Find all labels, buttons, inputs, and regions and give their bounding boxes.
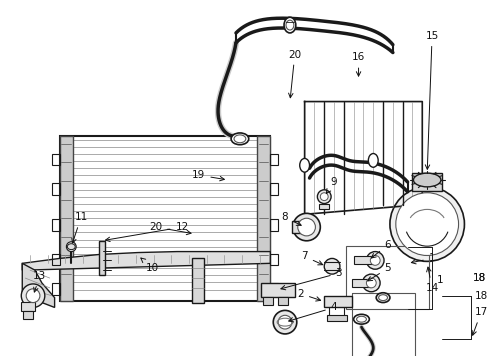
Ellipse shape <box>378 295 386 301</box>
Text: 13: 13 <box>33 271 46 292</box>
Bar <box>326 315 346 321</box>
Polygon shape <box>22 263 55 307</box>
Text: 3: 3 <box>280 268 342 290</box>
Circle shape <box>395 193 458 256</box>
Bar <box>52 283 60 295</box>
Text: 19: 19 <box>192 170 224 181</box>
Text: 1: 1 <box>410 253 434 264</box>
Bar <box>52 253 60 265</box>
Circle shape <box>317 190 330 203</box>
Bar <box>263 297 273 305</box>
Bar <box>99 241 104 275</box>
Bar <box>351 279 370 287</box>
Circle shape <box>320 193 327 201</box>
Bar <box>319 203 328 210</box>
Text: 18: 18 <box>471 273 485 283</box>
Circle shape <box>66 242 76 252</box>
Text: 6: 6 <box>370 240 390 258</box>
Text: 15: 15 <box>425 31 438 169</box>
Circle shape <box>297 218 315 236</box>
Text: 18: 18 <box>471 273 485 283</box>
Bar <box>256 136 270 301</box>
Ellipse shape <box>285 20 293 30</box>
Text: 18: 18 <box>474 291 488 301</box>
Circle shape <box>324 258 339 274</box>
Bar <box>412 173 441 191</box>
Bar <box>23 311 33 319</box>
Polygon shape <box>304 102 422 214</box>
Ellipse shape <box>67 244 75 249</box>
Text: 11: 11 <box>72 212 87 243</box>
Bar <box>60 136 73 301</box>
Bar <box>52 219 60 231</box>
Circle shape <box>366 252 383 269</box>
Ellipse shape <box>234 135 245 143</box>
Polygon shape <box>22 252 270 270</box>
Bar <box>60 136 270 301</box>
Circle shape <box>366 278 375 288</box>
Bar <box>270 219 278 231</box>
Ellipse shape <box>353 314 368 324</box>
Text: 1: 1 <box>436 275 443 285</box>
Bar <box>191 258 203 302</box>
Ellipse shape <box>413 173 440 187</box>
Bar <box>21 302 35 311</box>
Bar <box>270 153 278 165</box>
Ellipse shape <box>367 153 377 167</box>
Circle shape <box>362 274 379 292</box>
Circle shape <box>21 284 45 307</box>
Text: 7: 7 <box>301 252 322 265</box>
Bar <box>324 296 351 307</box>
Text: 16: 16 <box>351 53 365 76</box>
Bar <box>270 283 278 295</box>
Text: 20: 20 <box>287 50 301 98</box>
Bar <box>260 283 294 297</box>
Bar <box>270 253 278 265</box>
Circle shape <box>369 256 379 265</box>
Text: 14: 14 <box>425 267 438 293</box>
Text: 17: 17 <box>471 307 487 335</box>
Text: 4: 4 <box>288 302 337 322</box>
Bar <box>353 256 374 264</box>
Circle shape <box>389 187 464 261</box>
Circle shape <box>292 213 320 241</box>
Bar <box>52 153 60 165</box>
Bar <box>351 293 415 360</box>
Ellipse shape <box>356 316 366 322</box>
Bar <box>278 297 287 305</box>
Bar <box>270 183 278 195</box>
Ellipse shape <box>231 133 248 145</box>
Text: 5: 5 <box>367 263 390 281</box>
Circle shape <box>273 310 296 334</box>
Circle shape <box>278 315 291 329</box>
Text: 10: 10 <box>141 258 159 273</box>
Ellipse shape <box>284 17 295 33</box>
Bar <box>345 246 428 309</box>
Text: 20: 20 <box>149 222 191 235</box>
Bar <box>52 183 60 195</box>
Circle shape <box>26 289 40 302</box>
Text: 12: 12 <box>105 222 188 242</box>
Text: 9: 9 <box>325 177 337 193</box>
Bar <box>291 221 306 233</box>
Ellipse shape <box>375 293 389 302</box>
Text: 2: 2 <box>297 289 320 301</box>
Ellipse shape <box>299 158 309 172</box>
Text: 8: 8 <box>281 212 301 225</box>
